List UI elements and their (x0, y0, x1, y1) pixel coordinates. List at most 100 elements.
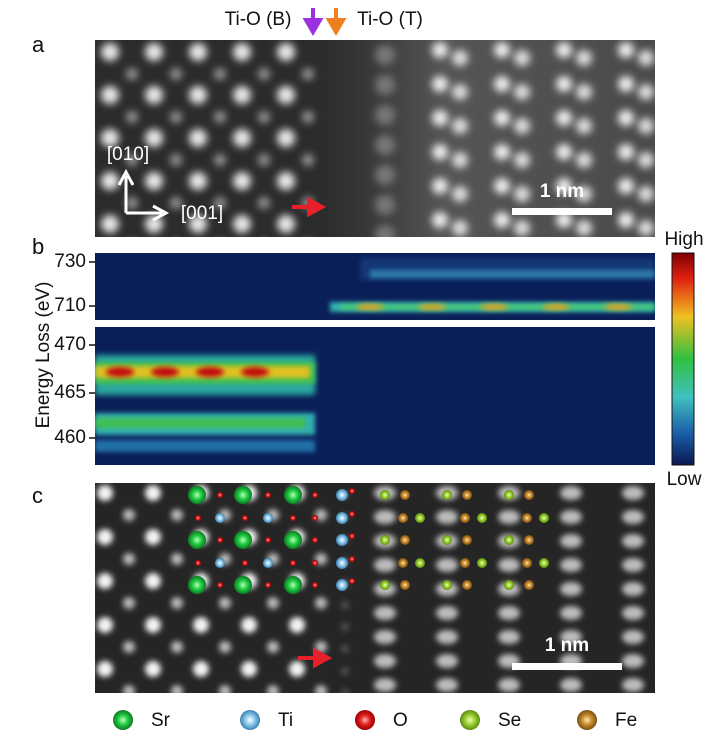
spot (498, 678, 520, 692)
spot (97, 529, 113, 545)
spot (556, 42, 572, 58)
blob (604, 304, 632, 310)
spot (241, 617, 257, 633)
atom (442, 490, 452, 500)
spot (126, 68, 138, 80)
spot (97, 485, 113, 501)
atom (195, 515, 201, 521)
spot (214, 111, 226, 123)
spot (289, 617, 305, 633)
legend-swatch (355, 710, 375, 730)
spot (341, 689, 349, 693)
spot (576, 84, 592, 100)
atom (336, 489, 348, 501)
spot (576, 220, 592, 236)
spot (189, 172, 207, 190)
spot (97, 573, 113, 589)
spot (145, 215, 163, 233)
atom (265, 537, 271, 543)
spot (498, 558, 520, 572)
atom (349, 511, 355, 517)
spot (315, 553, 327, 565)
spot (145, 86, 163, 104)
spot (436, 654, 458, 668)
atom (504, 490, 514, 500)
atom (290, 515, 296, 521)
atom (242, 560, 248, 566)
blob (542, 304, 570, 310)
atom (336, 512, 348, 524)
spot (189, 129, 207, 147)
spot (145, 573, 161, 589)
spot (375, 75, 395, 95)
spot (622, 654, 644, 668)
atom (539, 513, 549, 523)
spot (436, 630, 458, 644)
legend-swatch (240, 710, 260, 730)
spot (126, 154, 138, 166)
atom (188, 576, 206, 594)
spot (189, 43, 207, 61)
spot (123, 685, 135, 693)
atom (263, 513, 273, 523)
spot (341, 623, 349, 631)
spot (219, 685, 231, 693)
spot (315, 597, 327, 609)
blob (241, 367, 269, 377)
blob (418, 304, 446, 310)
atom (234, 531, 252, 549)
spot (622, 678, 644, 692)
atom (460, 558, 470, 568)
spot (560, 534, 582, 548)
spot (289, 661, 305, 677)
atom (380, 580, 390, 590)
spot (233, 43, 251, 61)
spot (101, 129, 119, 147)
axis-label: [001] (181, 203, 223, 224)
atom (312, 537, 318, 543)
spot (302, 111, 314, 123)
atom (504, 580, 514, 590)
orange-arrow (325, 8, 347, 36)
eels-bands (330, 258, 655, 312)
atom (349, 533, 355, 539)
spot (145, 43, 163, 61)
spot (258, 197, 270, 209)
spot (556, 110, 572, 126)
purple-arrow (302, 8, 324, 36)
spot (171, 597, 183, 609)
spot (145, 485, 161, 501)
spot (258, 68, 270, 80)
atom (312, 560, 318, 566)
spot (123, 553, 135, 565)
atom (462, 580, 472, 590)
spot (514, 152, 530, 168)
atom (284, 576, 302, 594)
scale-label: 1 nm (540, 181, 584, 202)
atom (349, 578, 355, 584)
spot (126, 111, 138, 123)
y-tick-label: 460 (54, 427, 86, 448)
atom (380, 490, 390, 500)
spot (277, 129, 295, 147)
atom (312, 492, 318, 498)
spot (452, 84, 468, 100)
spot (145, 661, 161, 677)
atom (524, 580, 534, 590)
spot (556, 212, 572, 228)
scale-bar (512, 208, 612, 215)
spot (452, 220, 468, 236)
legend-label: Se (498, 710, 521, 731)
atom (234, 486, 252, 504)
spot (514, 186, 530, 202)
spot (436, 606, 458, 620)
spot (315, 641, 327, 653)
spot (374, 678, 396, 692)
spot (170, 240, 182, 252)
axis-arrows (117, 168, 170, 222)
spot (170, 68, 182, 80)
atom (415, 513, 425, 523)
legend-swatch (113, 710, 133, 730)
spot (374, 510, 396, 524)
spot (258, 240, 270, 252)
